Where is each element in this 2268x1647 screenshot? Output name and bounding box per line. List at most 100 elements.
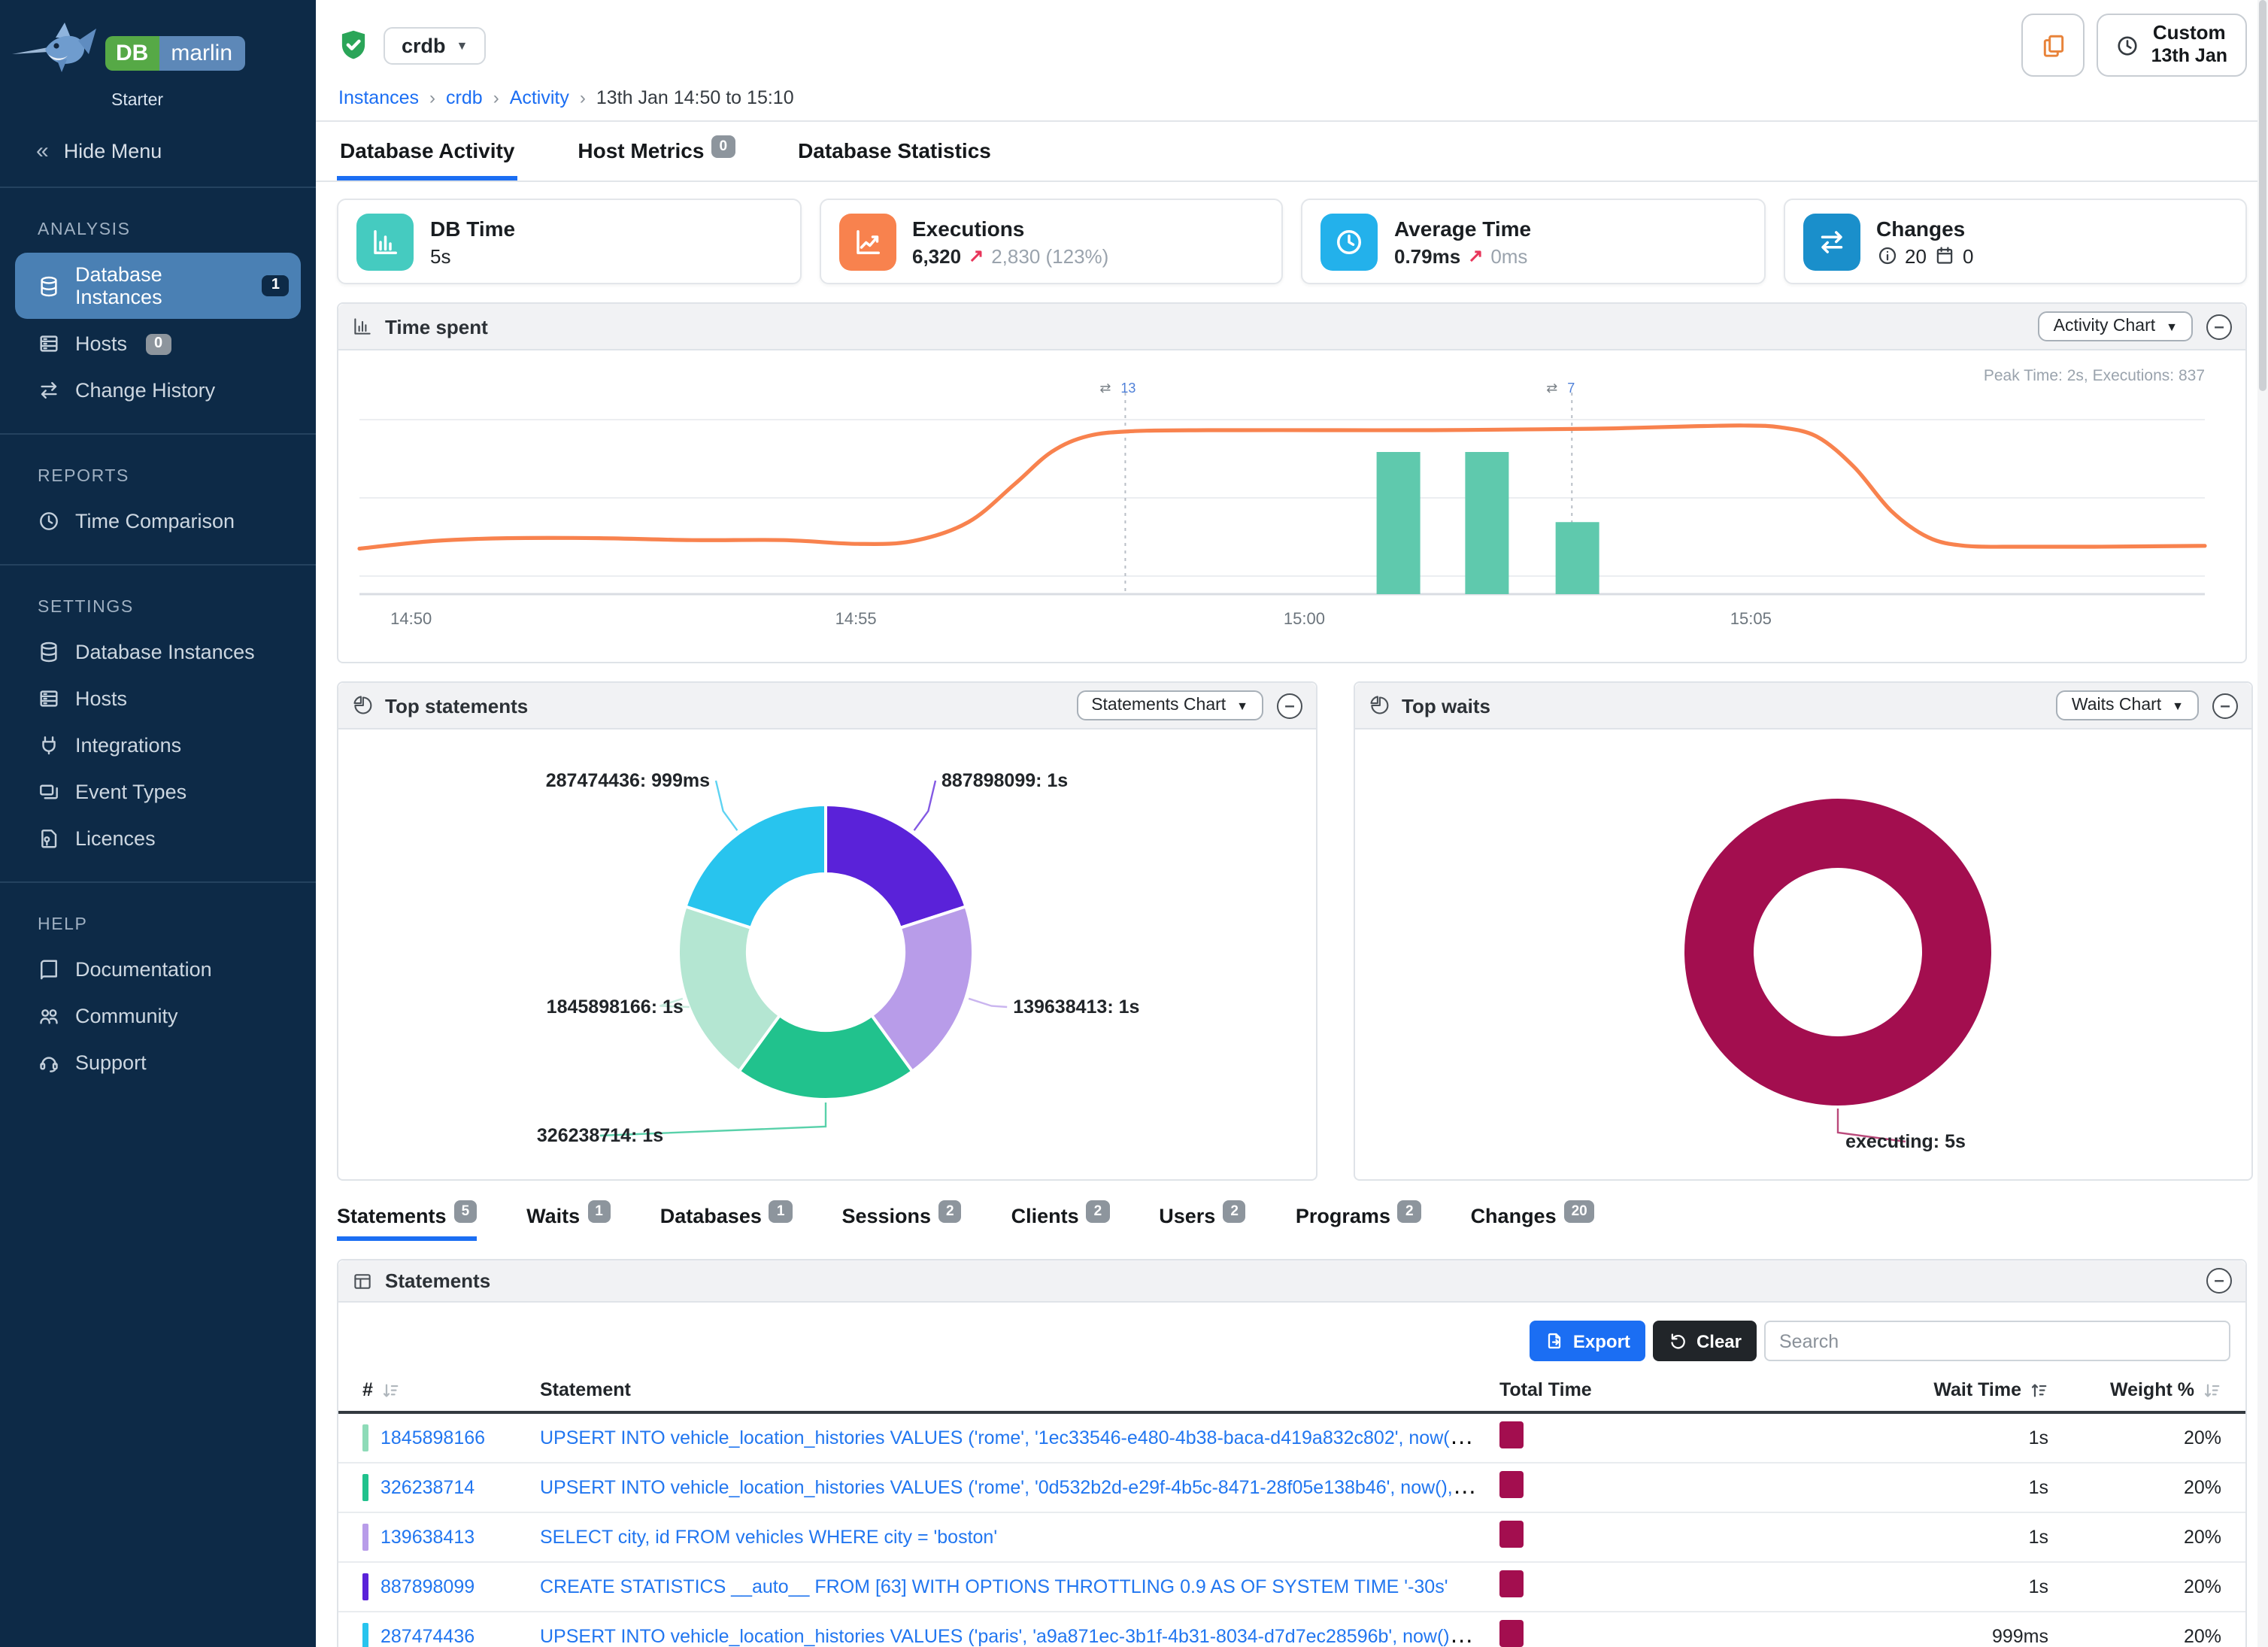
edition-label: Starter xyxy=(111,92,164,110)
table-icon xyxy=(354,1273,371,1288)
line-chart-icon xyxy=(856,229,879,253)
statement-link[interactable]: UPSERT INTO vehicle_location_histories V… xyxy=(540,1477,1499,1498)
svg-text:326238714: 1s: 326238714: 1s xyxy=(537,1125,663,1146)
svg-text:7: 7 xyxy=(1567,381,1575,396)
instance-selector[interactable]: crdb ▼ xyxy=(384,26,487,64)
export-button[interactable]: Export xyxy=(1529,1321,1645,1361)
statement-link[interactable]: CREATE STATISTICS __auto__ FROM [63] WIT… xyxy=(540,1576,1448,1597)
clear-button[interactable]: Clear xyxy=(1652,1321,1757,1361)
waits-chart-dropdown[interactable]: Waits Chart ▼ xyxy=(2056,690,2199,720)
section-title: SETTINGS xyxy=(38,599,134,617)
brand: DB marlin xyxy=(105,36,245,71)
weight-value: 20% xyxy=(2183,1477,2221,1498)
top-statements-panel: Top statements Statements Chart ▼ – 8878… xyxy=(337,681,1317,1181)
time-spent-chart[interactable]: ⇄ 13 ⇄ 7 14:50 14:55 15:00 15:05 Peak Time: 2s, … xyxy=(338,350,2245,662)
time-range-button[interactable]: Custom 13th Jan xyxy=(2097,14,2247,77)
section-title: HELP xyxy=(38,916,88,934)
sidebar-item-event-types[interactable]: Event Types xyxy=(15,770,301,814)
weight-value: 20% xyxy=(2183,1626,2221,1647)
statement-link[interactable]: UPSERT INTO vehicle_location_histories V… xyxy=(540,1626,1499,1647)
statement-id-link[interactable]: 287474436 xyxy=(381,1626,475,1647)
col-statement[interactable]: Statement xyxy=(540,1379,631,1400)
top-waits-chart[interactable]: executing: 5s xyxy=(1355,729,2251,1179)
collapse-time-spent-button[interactable]: – xyxy=(2206,314,2232,339)
collapse-statements-button[interactable]: – xyxy=(2206,1268,2232,1294)
breadcrumb-link-crdb[interactable]: crdb xyxy=(446,87,483,108)
tab-badge: 20 xyxy=(1563,1200,1595,1223)
breadcrumb-link-instances[interactable]: Instances xyxy=(338,87,420,108)
statement-link[interactable]: UPSERT INTO vehicle_location_histories V… xyxy=(540,1427,1499,1448)
sidebar-item-documentation[interactable]: Documentation xyxy=(15,948,301,991)
tab-badge: 2 xyxy=(1223,1200,1246,1223)
svg-text:14:55: 14:55 xyxy=(835,609,877,628)
tab-database-statistics[interactable]: Database Statistics xyxy=(798,138,991,162)
statement-id-link[interactable]: 887898099 xyxy=(381,1576,475,1597)
col-wait-time[interactable]: Wait Time xyxy=(1725,1379,2048,1400)
card-title: Changes xyxy=(1876,216,1966,240)
col-num[interactable]: # xyxy=(362,1379,540,1400)
svg-text:887898099: 1s: 887898099: 1s xyxy=(941,770,1068,791)
col-weight[interactable]: Weight % xyxy=(2048,1379,2221,1400)
detail-tab-statements[interactable]: Statements 5 xyxy=(337,1200,478,1241)
copy-report-button[interactable] xyxy=(2021,14,2085,77)
sidebar-item-change-history[interactable]: Change History xyxy=(15,369,301,412)
sidebar-item-hosts[interactable]: Hosts 0 xyxy=(15,322,301,365)
detail-tab-clients[interactable]: Clients 2 xyxy=(1011,1200,1110,1241)
sort-icon xyxy=(2204,1383,2220,1397)
statements-chart-dropdown[interactable]: Statements Chart ▼ xyxy=(1076,690,1263,720)
line-chart-icon xyxy=(838,213,896,270)
sidebar-item-hosts[interactable]: Hosts xyxy=(15,677,301,720)
chevron-down-icon: ▼ xyxy=(456,38,468,52)
sort-icon-active xyxy=(2031,1383,2047,1397)
sidebar-item-support[interactable]: Support xyxy=(15,1041,301,1084)
tab-badge: 2 xyxy=(938,1200,962,1223)
sidebar-item-licences[interactable]: Licences xyxy=(15,817,301,860)
sidebar-item-label: Documentation xyxy=(75,958,212,981)
table-header-row: # Statement Total Time Wait Time xyxy=(338,1373,2245,1414)
panel-title: Statements xyxy=(385,1269,491,1292)
statements-table-header: Statements – xyxy=(338,1260,2245,1303)
svg-text:⇄: ⇄ xyxy=(1099,381,1111,396)
activity-chart-dropdown[interactable]: Activity Chart ▼ xyxy=(2038,311,2193,341)
sidebar-item-integrations[interactable]: Integrations xyxy=(15,723,301,767)
top-statements-chart[interactable]: 887898099: 1s 139638413: 1s 326238714: 1s 1… xyxy=(338,729,1316,1179)
hide-menu-button[interactable]: « Hide Menu xyxy=(0,116,316,187)
collapse-top-statements-button[interactable]: – xyxy=(1277,693,1302,718)
licence-icon xyxy=(41,830,57,848)
tab-database-activity[interactable]: Database Activity xyxy=(337,122,518,180)
metric-card-changes: Changes 20 0 xyxy=(1783,199,2247,284)
sidebar-divider xyxy=(0,881,316,883)
section-title: ANALYSIS xyxy=(38,221,131,239)
content: DB Time 5s Executions 6,320 ↗ 2,830 (123%) Ave… xyxy=(316,182,2268,1647)
svg-text:14:50: 14:50 xyxy=(390,609,432,628)
collapse-top-waits-button[interactable]: – xyxy=(2212,693,2238,718)
calendar-icon xyxy=(1936,247,1953,264)
search-input[interactable] xyxy=(1764,1321,2230,1361)
statement-id-link[interactable]: 326238714 xyxy=(381,1477,475,1498)
detail-tab-changes[interactable]: Changes 20 xyxy=(1471,1200,1595,1241)
col-total-time[interactable]: Total Time xyxy=(1499,1379,1592,1400)
breadcrumb-link-activity[interactable]: Activity xyxy=(509,87,569,108)
sidebar-item-database-instances[interactable]: Database Instances 1 xyxy=(15,253,301,319)
detail-tab-users[interactable]: Users 2 xyxy=(1159,1200,1246,1241)
sidebar-item-time-comparison[interactable]: Time Comparison xyxy=(15,499,301,543)
breadcrumb-current: 13th Jan 14:50 to 15:10 xyxy=(596,87,794,108)
statement-id-link[interactable]: 1845898166 xyxy=(381,1427,486,1448)
sidebar-section-settings: SETTINGS Database Instances Hosts Integrati… xyxy=(0,599,316,881)
statement-id-link[interactable]: 139638413 xyxy=(381,1527,475,1548)
svg-text:15:00: 15:00 xyxy=(1284,609,1325,628)
weight-value: 20% xyxy=(2183,1527,2221,1548)
detail-tab-databases[interactable]: Databases 1 xyxy=(660,1200,793,1241)
sidebar-item-badge: 1 xyxy=(262,275,289,296)
statement-link[interactable]: SELECT city, id FROM vehicles WHERE city… xyxy=(540,1527,998,1548)
sidebar-item-database-instances[interactable]: Database Instances xyxy=(15,630,301,674)
sidebar-item-label: Hosts xyxy=(75,332,128,355)
detail-tab-programs[interactable]: Programs 2 xyxy=(1296,1200,1421,1241)
detail-tab-sessions[interactable]: Sessions 2 xyxy=(841,1200,962,1241)
bar-chart-icon xyxy=(354,318,371,335)
detail-tab-waits[interactable]: Waits 1 xyxy=(526,1200,611,1241)
tab-host-metrics[interactable]: Host Metrics 0 xyxy=(575,122,738,180)
page-scrollbar[interactable] xyxy=(2257,0,2268,1647)
sidebar-item-community[interactable]: Community xyxy=(15,994,301,1038)
sidebar-section-reports: REPORTS Time Comparison xyxy=(0,468,316,564)
